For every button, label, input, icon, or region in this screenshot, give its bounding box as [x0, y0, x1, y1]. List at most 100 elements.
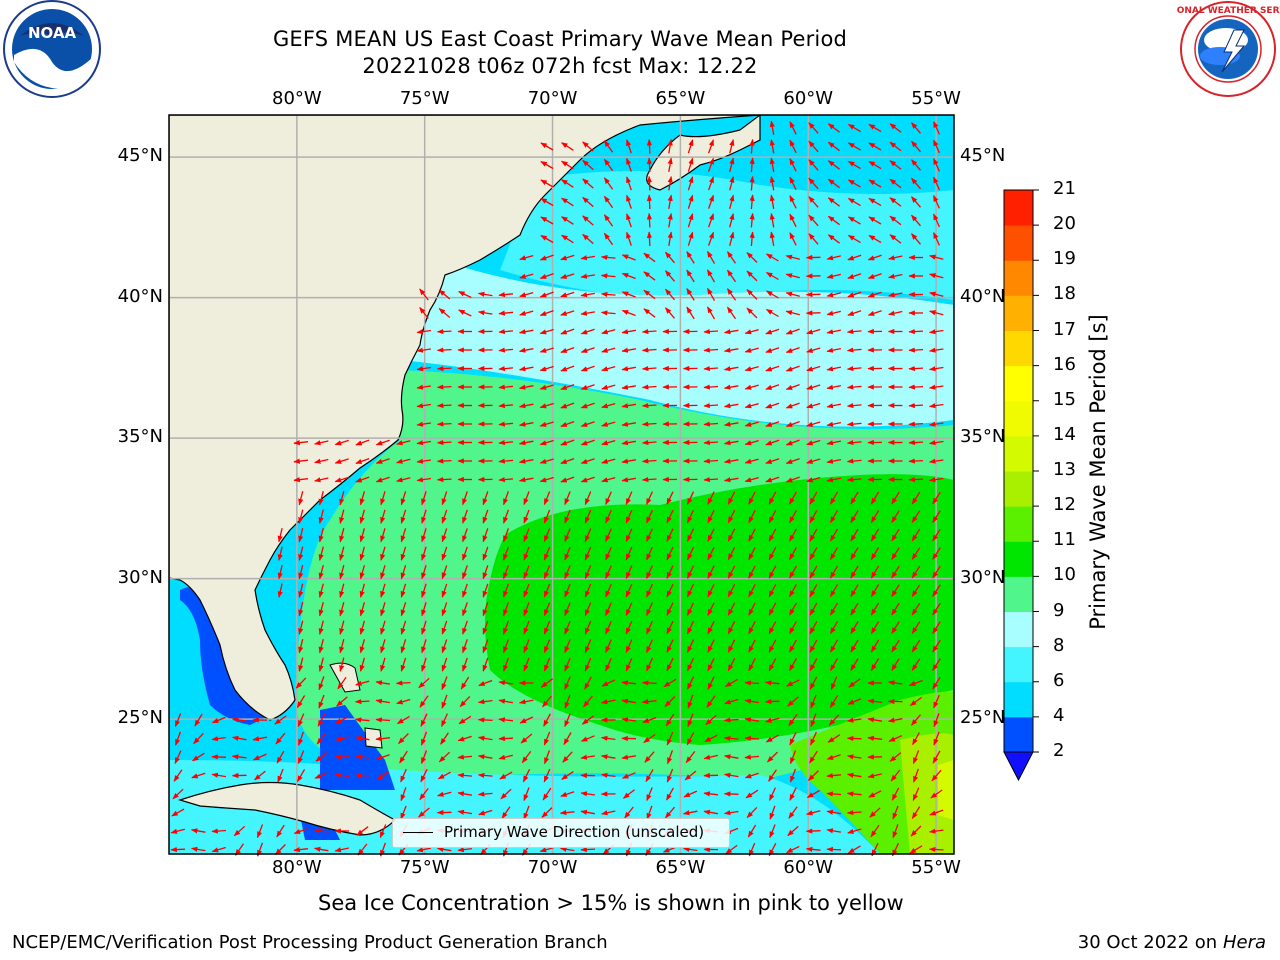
colorbar-tick-label: 13 [1053, 459, 1076, 480]
wave-arrow [666, 750, 674, 765]
wave-arrow [584, 639, 592, 654]
wave-arrow [298, 491, 304, 506]
wave-arrow [416, 403, 431, 409]
wave-arrow [605, 657, 612, 672]
wave-arrow [478, 679, 493, 687]
lat-label-left: 35°N [117, 426, 163, 448]
wave-arrow [277, 528, 283, 543]
wave-arrow [646, 602, 653, 616]
wave-arrow [501, 806, 511, 819]
wave-arrow [256, 824, 264, 839]
wave-arrow [334, 772, 349, 778]
wave-arrow [932, 510, 941, 523]
wave-arrow [626, 176, 632, 191]
wave-arrow [665, 288, 675, 301]
legend-label: Primary Wave Direction (unscaled) [444, 823, 705, 841]
wave-arrow [706, 250, 716, 264]
wave-arrow [211, 846, 226, 853]
wave-arrow [827, 178, 840, 189]
wave-arrow [560, 291, 575, 298]
wave-arrow [523, 491, 530, 506]
wave-arrow [744, 698, 760, 704]
wave-arrow [826, 809, 842, 815]
wave-arrow [543, 768, 551, 783]
wave-arrow [806, 328, 821, 335]
wave-arrow [765, 271, 779, 281]
wave-arrow [523, 528, 530, 543]
wave-arrow [666, 639, 674, 653]
lon-label-top: 55°W [911, 88, 961, 109]
wave-arrow [600, 273, 616, 279]
wave-arrow [724, 678, 738, 688]
wave-arrow [318, 565, 324, 580]
wave-arrow [462, 491, 468, 506]
wave-arrow [560, 273, 575, 279]
wave-arrow [664, 696, 676, 707]
wave-arrow [380, 602, 386, 617]
wave-arrow [667, 138, 673, 154]
wave-arrow [723, 477, 739, 483]
wave-arrow [929, 291, 944, 297]
wave-arrow [539, 421, 554, 427]
wave-arrow [891, 565, 900, 579]
wave-arrow [561, 216, 574, 225]
wave-arrow [254, 770, 266, 781]
wave-arrow [850, 584, 859, 598]
wave-arrow [560, 310, 575, 316]
wave-arrow [723, 772, 739, 778]
wave-arrow [829, 621, 839, 635]
wave-arrow [729, 231, 735, 246]
wave-arrow [686, 251, 695, 264]
wave-arrow [933, 139, 940, 154]
wave-arrow [928, 403, 944, 409]
wave-arrow [564, 528, 571, 543]
wave-arrow [768, 528, 777, 542]
wave-arrow [580, 791, 595, 797]
wave-arrow [911, 177, 921, 190]
wave-arrow [789, 658, 797, 672]
wave-arrow [421, 565, 427, 580]
wave-arrow [498, 477, 514, 483]
colorbar-segment [1004, 506, 1033, 542]
wave-arrow [584, 602, 592, 617]
wave-arrow [867, 273, 882, 279]
wave-arrow [498, 458, 514, 464]
wave-arrow [498, 292, 514, 298]
wave-arrow [436, 846, 452, 852]
wave-arrow [808, 770, 819, 781]
wave-arrow [748, 621, 756, 635]
wave-arrow [600, 310, 616, 316]
wave-arrow [892, 824, 899, 839]
wave-arrow [641, 680, 657, 686]
wave-arrow [785, 310, 800, 316]
colorbar-segment [1004, 681, 1033, 718]
map-legend: Primary Wave Direction (unscaled) [392, 818, 730, 848]
wave-arrow [765, 290, 779, 299]
wave-arrow [416, 347, 431, 353]
wave-arrow [726, 288, 737, 301]
wave-arrow [665, 270, 675, 282]
wave-arrow [502, 565, 510, 580]
wave-arrow [846, 717, 862, 723]
wave-arrow [789, 528, 797, 542]
wave-arrow [421, 528, 427, 543]
wave-arrow [749, 157, 755, 173]
wave-arrow [355, 457, 370, 465]
wave-arrow [313, 828, 329, 834]
colorbar-tick-label: 9 [1053, 599, 1065, 621]
wave-arrow [561, 160, 574, 170]
wave-arrow [749, 231, 755, 247]
wave-arrow [683, 790, 698, 798]
wave-arrow [829, 491, 839, 505]
lat-label-right: 25°N [960, 707, 1006, 729]
wave-arrow [829, 695, 839, 709]
wave-arrow [603, 140, 614, 153]
wave-arrow [605, 565, 612, 579]
wave-arrow [441, 546, 448, 561]
colorbar-segment [1004, 225, 1033, 261]
wave-arrow [703, 347, 719, 353]
wave-arrow [928, 421, 944, 427]
wave-arrow [523, 639, 530, 654]
wave-arrow [809, 750, 818, 764]
wave-arrow [601, 458, 616, 464]
